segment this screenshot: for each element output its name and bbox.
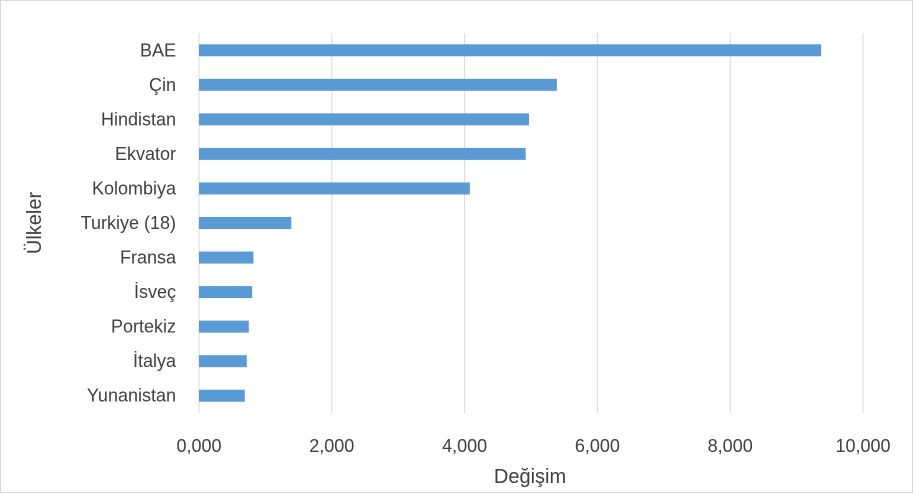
x-tick-label: 0,000 — [176, 436, 221, 456]
category-label: Çin — [149, 75, 176, 95]
x-tick-label: 6,000 — [575, 436, 620, 456]
category-label: Turkiye (18) — [81, 213, 176, 233]
x-tick-labels: 0,000 2,000 4,000 6,000 8,000 10,000 — [176, 436, 890, 456]
x-tick-label: 10,000 — [835, 436, 890, 456]
category-label: İsveç — [134, 282, 176, 302]
bar — [199, 113, 530, 126]
bar — [199, 320, 249, 333]
category-label: Portekiz — [111, 317, 176, 337]
category-label: İtalya — [133, 351, 177, 371]
category-label: Yunanistan — [87, 386, 176, 406]
bar — [199, 217, 292, 229]
category-label: Ekvator — [115, 144, 176, 164]
x-tick-label: 4,000 — [442, 436, 487, 456]
bars — [199, 44, 822, 402]
bar — [199, 355, 247, 368]
bar — [199, 147, 526, 160]
category-label: BAE — [140, 40, 176, 60]
x-axis-title: Değişim — [494, 466, 566, 488]
category-label: Kolombiya — [92, 178, 177, 198]
bar — [199, 286, 253, 299]
category-label: Fransa — [120, 248, 177, 268]
bar — [199, 182, 470, 195]
bar — [199, 389, 245, 402]
x-tick-label: 2,000 — [309, 436, 354, 456]
category-labels: BAE Çin Hindistan Ekvator Kolombiya Turkiye (… — [81, 40, 177, 405]
x-tick-label: 8,000 — [708, 436, 753, 456]
bar — [199, 44, 822, 57]
y-axis-title: Ülkeler — [24, 192, 46, 255]
gridlines — [198, 33, 864, 413]
category-label: Hindistan — [101, 109, 176, 129]
bar — [199, 78, 557, 91]
bar — [199, 251, 254, 264]
